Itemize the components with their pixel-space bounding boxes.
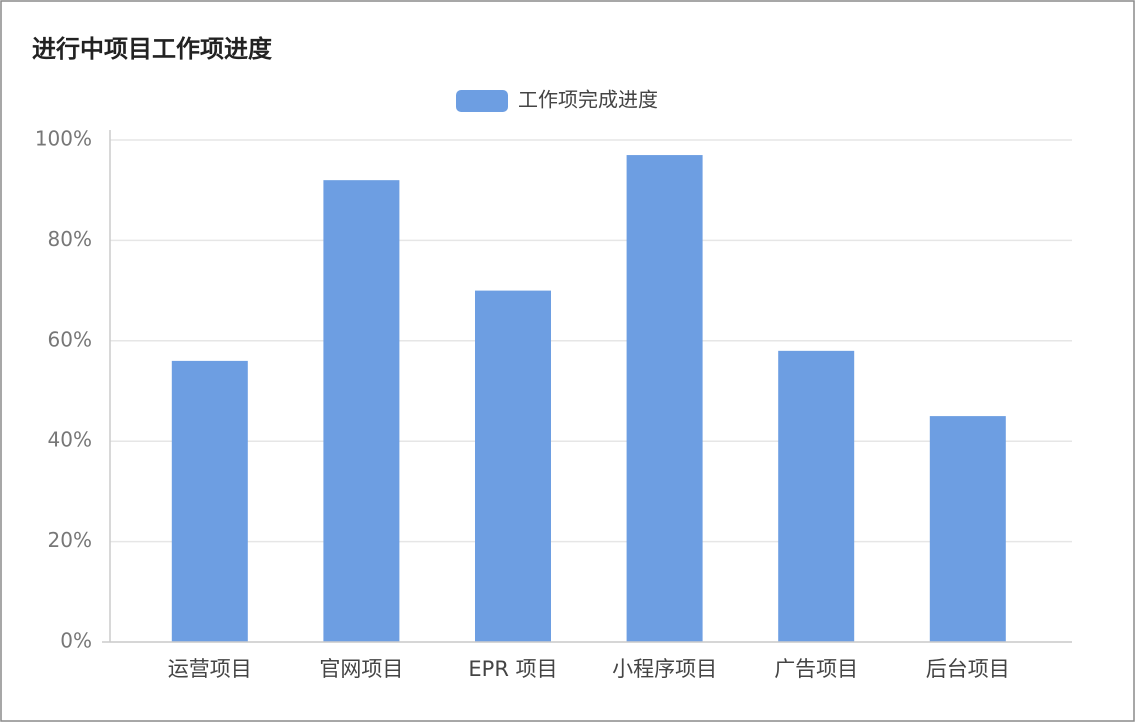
y-tick-label: 100% — [35, 127, 92, 151]
y-tick-label: 80% — [48, 227, 92, 251]
x-tick-label: 小程序项目 — [612, 657, 717, 681]
x-tick-label: 广告项目 — [774, 657, 858, 681]
chart-title: 进行中项目工作项进度 — [32, 35, 273, 63]
legend-label: 工作项完成进度 — [518, 88, 658, 112]
bar — [323, 180, 400, 642]
bar — [929, 416, 1006, 642]
bar — [626, 155, 703, 642]
y-tick-label: 0% — [60, 629, 92, 653]
bar — [171, 360, 248, 642]
y-tick-label: 60% — [48, 327, 92, 351]
bar — [475, 290, 551, 642]
legend-swatch — [456, 90, 508, 112]
y-tick-label: 40% — [48, 428, 92, 452]
x-tick-label: 运营项目 — [168, 657, 252, 681]
x-tick-label: 官网项目 — [319, 657, 403, 681]
bar — [778, 350, 855, 642]
x-tick-label: EPR 项目 — [468, 657, 557, 681]
y-tick-label: 20% — [48, 528, 92, 552]
x-tick-label: 后台项目 — [926, 657, 1010, 681]
